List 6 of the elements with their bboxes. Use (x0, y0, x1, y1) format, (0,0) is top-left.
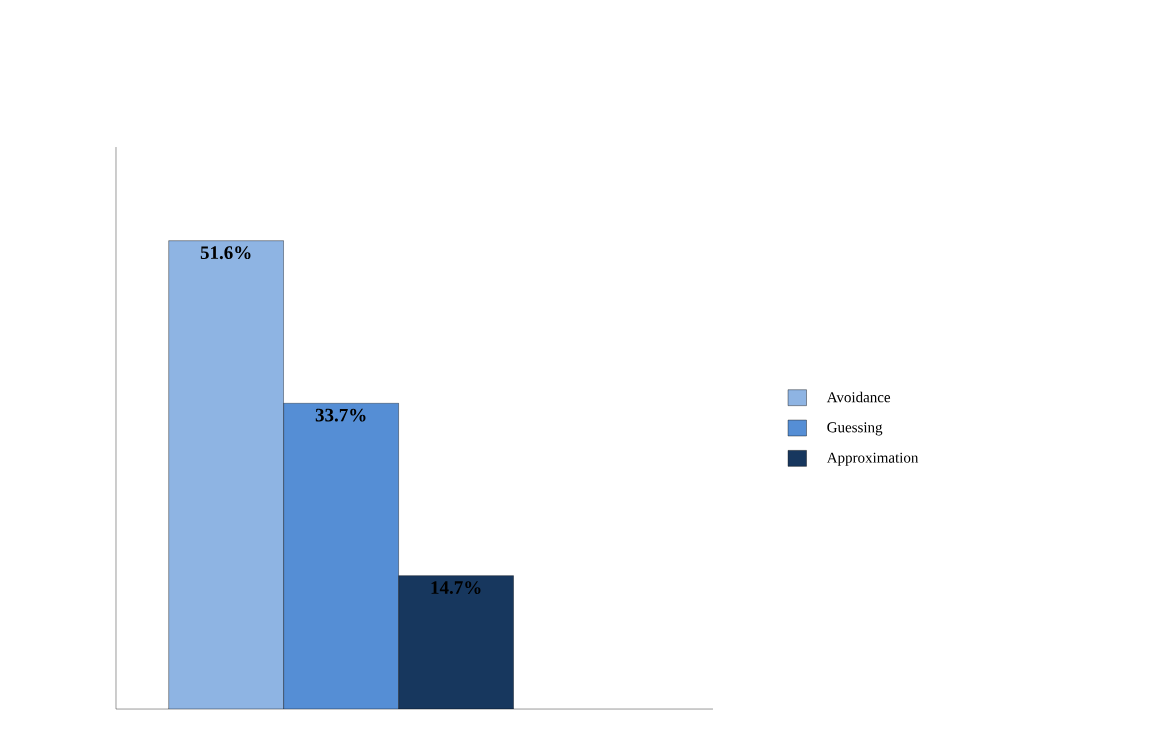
data-label: 33.7% (315, 408, 366, 422)
legend-label: Guessing (827, 422, 883, 436)
legend-label: Avoidance (826, 391, 891, 403)
legend-label: Approximation (826, 452, 919, 466)
data-label: 51.6% (200, 246, 251, 260)
data-label: 14.7% (431, 581, 481, 595)
